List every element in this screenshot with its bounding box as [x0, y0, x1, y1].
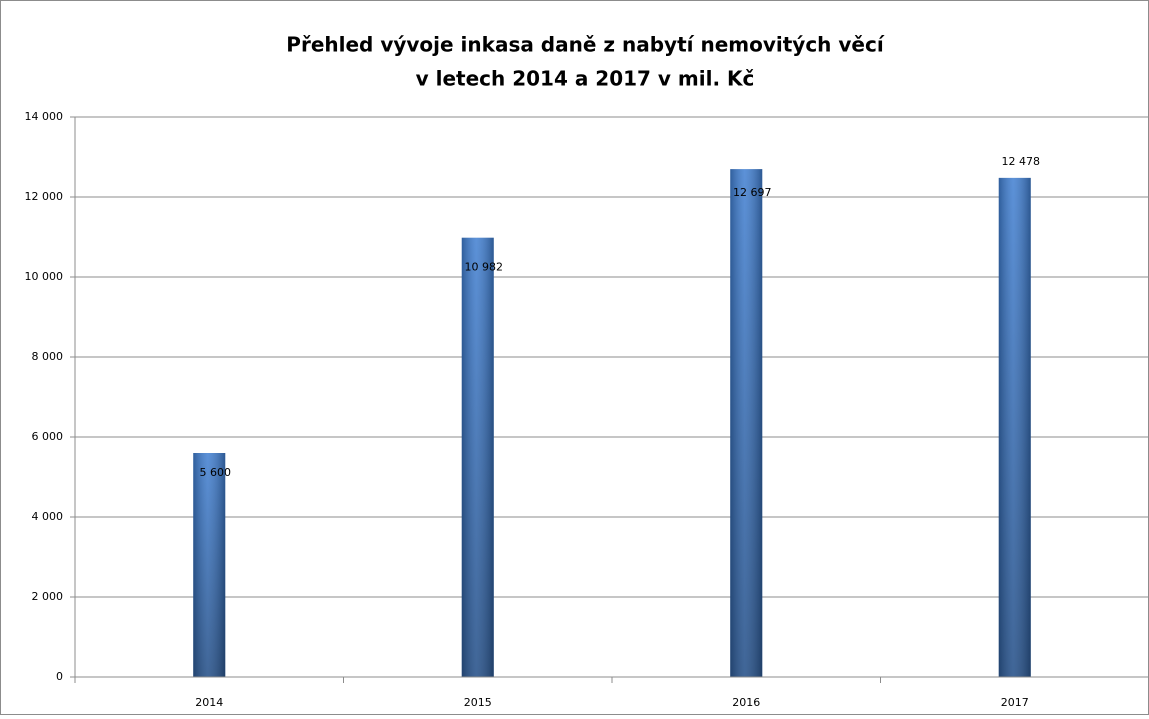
data-label: 10 982 [465, 261, 504, 274]
y-tick-label: 8 000 [32, 350, 64, 363]
bar-shade [998, 177, 1031, 677]
data-label: 5 600 [200, 466, 232, 479]
y-tick-label: 12 000 [25, 190, 64, 203]
bar-shade [461, 237, 494, 677]
chart-title: v letech 2014 a 2017 v mil. Kč [416, 67, 755, 91]
x-tick-label: 2017 [1001, 696, 1029, 709]
y-tick-label: 0 [56, 670, 63, 683]
data-label: 12 478 [1002, 155, 1041, 168]
y-tick-label: 14 000 [25, 110, 64, 123]
chart-title: Přehled vývoje inkasa daně z nabytí nemo… [286, 33, 885, 57]
data-label: 12 697 [733, 186, 772, 199]
y-tick-label: 2 000 [32, 590, 64, 603]
bar-shade [193, 453, 226, 677]
x-tick-label: 2015 [464, 696, 492, 709]
y-tick-label: 6 000 [32, 430, 64, 443]
y-tick-label: 4 000 [32, 510, 64, 523]
bar-shade [730, 169, 763, 677]
x-tick-label: 2014 [195, 696, 223, 709]
y-tick-label: 10 000 [25, 270, 64, 283]
x-tick-label: 2016 [732, 696, 760, 709]
